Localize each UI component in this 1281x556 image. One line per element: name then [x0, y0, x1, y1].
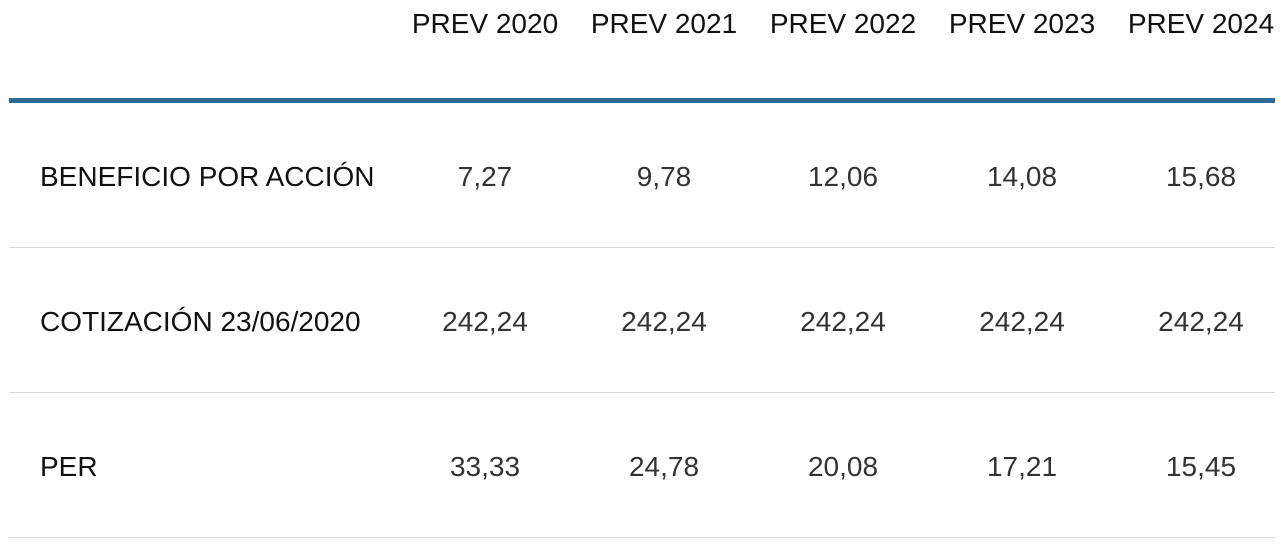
- cell-value: 33,33: [449, 451, 521, 482]
- cell-value: 20,08: [807, 451, 879, 482]
- cell-value: 17,21: [986, 451, 1058, 482]
- cell-value: 15,68: [1165, 161, 1237, 192]
- cell-value: 7,27: [457, 161, 513, 192]
- row-label: PER: [40, 451, 98, 482]
- row-label: COTIZACIÓN 23/06/2020: [40, 306, 361, 337]
- table: PREV 2020 PREV 2021 PREV 2022 PREV 2023 PREV…: [9, 0, 1275, 538]
- cell-value: 242,24: [1158, 306, 1244, 337]
- cell-value: 14,08: [986, 161, 1058, 192]
- row-label: BENEFICIO POR ACCIÓN: [40, 161, 375, 192]
- column-header: PREV 2024: [1127, 8, 1275, 39]
- table-row: PER 33,33 24,78 20,08 17,21 15,45: [9, 393, 1275, 538]
- cell-value: 242,24: [621, 306, 707, 337]
- cell-value: 15,45: [1165, 451, 1237, 482]
- cell-value: 242,24: [442, 306, 528, 337]
- table-body: BENEFICIO POR ACCIÓN 7,27 9,78 12,06 14,08 15…: [9, 103, 1275, 538]
- column-header: PREV 2020: [411, 8, 559, 39]
- table-header: PREV 2020 PREV 2021 PREV 2022 PREV 2023 PREV…: [9, 0, 1275, 103]
- column-header: PREV 2023: [948, 8, 1096, 39]
- column-header: PREV 2021: [590, 8, 738, 39]
- table-row: COTIZACIÓN 23/06/2020 242,24 242,24 242,24 2…: [9, 248, 1275, 393]
- cell-value: 12,06: [807, 161, 879, 192]
- cell-value: 242,24: [979, 306, 1065, 337]
- table-row: BENEFICIO POR ACCIÓN 7,27 9,78 12,06 14,08 15…: [9, 103, 1275, 248]
- column-header: PREV 2022: [769, 8, 917, 39]
- cell-value: 24,78: [628, 451, 700, 482]
- cell-value: 242,24: [800, 306, 886, 337]
- cell-value: 9,78: [636, 161, 692, 192]
